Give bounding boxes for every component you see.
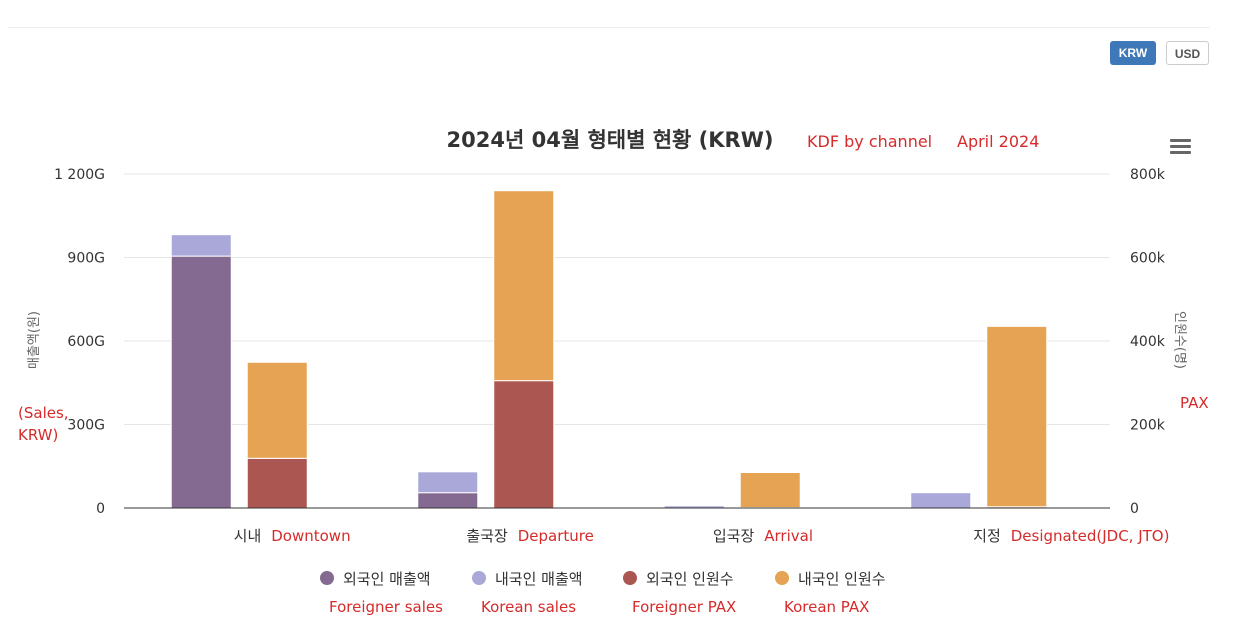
bar-pax-0[interactable] bbox=[246, 457, 308, 509]
left-tick-label: 600G bbox=[67, 334, 105, 350]
right-tick-label: 200k bbox=[1130, 418, 1166, 434]
legend-label: 내국인 매출액 bbox=[495, 570, 583, 588]
bars bbox=[170, 190, 1048, 509]
left-tick-label: 1 200G bbox=[54, 167, 105, 183]
category-label: 시내 bbox=[234, 527, 262, 545]
right-axis-ticks: 0 200k 400k 600k 800k bbox=[1130, 167, 1166, 517]
category-label: 출국장 bbox=[466, 527, 508, 545]
right-tick-label: 400k bbox=[1130, 334, 1166, 350]
right-tick-label: 800k bbox=[1130, 167, 1166, 183]
legend-item[interactable]: 외국인 매출액 bbox=[320, 570, 431, 588]
legend-marker bbox=[472, 571, 486, 585]
category-note: Arrival bbox=[764, 527, 813, 545]
left-tick-label: 300G bbox=[67, 418, 105, 434]
legend-item[interactable]: 외국인 인원수 bbox=[623, 570, 734, 588]
legend-label: 외국인 인원수 bbox=[646, 570, 734, 588]
legend-item[interactable]: 내국인 매출액 bbox=[472, 570, 583, 588]
bar-pax-0[interactable] bbox=[246, 361, 308, 459]
top-divider bbox=[8, 27, 1210, 28]
bar-pax-1[interactable] bbox=[493, 190, 555, 382]
title-note-channel: KDF by channel bbox=[807, 132, 932, 151]
left-tick-label: 900G bbox=[67, 251, 105, 267]
bar-sales-0[interactable] bbox=[170, 255, 232, 509]
hamburger-menu-icon bbox=[1170, 139, 1191, 154]
bar-sales-0[interactable] bbox=[170, 234, 232, 257]
category-label: 입국장 bbox=[713, 527, 755, 545]
right-tick-label: 0 bbox=[1130, 501, 1139, 517]
bar-pax-1[interactable] bbox=[493, 380, 555, 509]
category-note: Departure bbox=[518, 527, 594, 545]
bar-pax-2[interactable] bbox=[739, 472, 801, 509]
legend-note: Korean PAX bbox=[784, 598, 869, 616]
legend-item[interactable]: 내국인 인원수 bbox=[775, 570, 886, 588]
legend-note: Foreigner PAX bbox=[632, 598, 736, 616]
category-labels: 시내 Downtown 출국장 Departure 입국장 Arrival 지정 Design… bbox=[234, 527, 1170, 545]
bar-sales-1[interactable] bbox=[417, 471, 479, 494]
left-axis-note-line2: KRW) bbox=[18, 426, 58, 444]
usd-currency-button[interactable]: USD bbox=[1166, 41, 1209, 65]
title-note-month: April 2024 bbox=[957, 132, 1039, 151]
left-axis-note-line1: (Sales, bbox=[18, 404, 69, 422]
right-axis-note: PAX bbox=[1180, 394, 1209, 412]
chart-menu-button[interactable] bbox=[1164, 134, 1196, 160]
legend-marker bbox=[775, 571, 789, 585]
legend-label: 내국인 인원수 bbox=[798, 570, 886, 588]
legend-note: Korean sales bbox=[481, 598, 576, 616]
chart-title: 2024년 04월 형태별 현황 (KRW) bbox=[447, 128, 774, 152]
krw-currency-button[interactable]: KRW bbox=[1110, 41, 1156, 65]
legend-note: Foreigner sales bbox=[329, 598, 443, 616]
bar-sales-3[interactable] bbox=[910, 492, 972, 509]
left-axis-title: 매출액(원) bbox=[27, 311, 42, 369]
left-tick-label: 0 bbox=[96, 501, 105, 517]
category-note: Downtown bbox=[271, 527, 350, 545]
category-label: 지정 bbox=[973, 527, 1001, 545]
legend[interactable]: 외국인 매출액 Foreigner sales 내국인 매출액 Korean sale… bbox=[320, 570, 886, 616]
right-tick-label: 600k bbox=[1130, 251, 1166, 267]
category-note: Designated(JDC, JTO) bbox=[1011, 527, 1170, 545]
right-axis-title: 인원수(명) bbox=[1172, 311, 1187, 369]
bar-sales-1[interactable] bbox=[417, 492, 479, 509]
legend-label: 외국인 매출액 bbox=[343, 570, 431, 588]
legend-marker bbox=[623, 571, 637, 585]
left-axis-ticks: 0 300G 600G 900G 1 200G bbox=[54, 167, 105, 517]
legend-marker bbox=[320, 571, 334, 585]
bar-pax-3[interactable] bbox=[986, 325, 1048, 508]
